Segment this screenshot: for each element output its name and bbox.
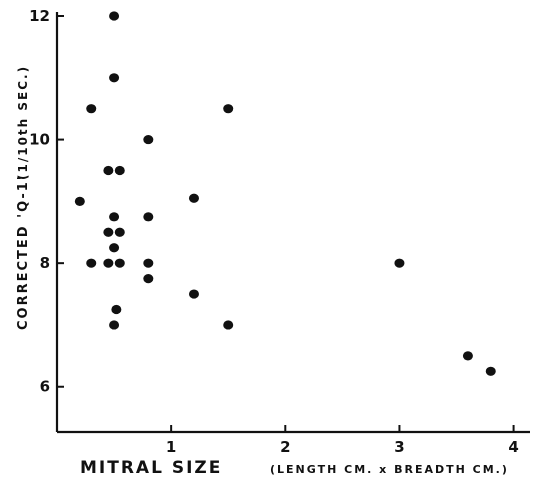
data-point bbox=[114, 165, 125, 176]
data-point bbox=[86, 258, 97, 268]
data-point bbox=[223, 104, 234, 114]
y-axis-title: CORRECTED 'Q-1' bbox=[16, 174, 31, 330]
y-tick-label: 6 bbox=[40, 378, 50, 396]
data-point bbox=[109, 73, 120, 83]
data-point bbox=[114, 227, 125, 237]
data-point bbox=[143, 274, 154, 284]
data-point bbox=[485, 366, 496, 376]
data-point bbox=[103, 165, 114, 176]
x-tick-label: 3 bbox=[394, 438, 404, 456]
x-axis-title: MITRAL SIZE bbox=[80, 458, 222, 478]
data-point bbox=[74, 196, 85, 206]
data-point bbox=[109, 11, 120, 21]
tick-marks bbox=[57, 15, 515, 432]
y-tick-label: 8 bbox=[40, 254, 50, 272]
data-point bbox=[188, 193, 199, 203]
data-point bbox=[109, 212, 120, 222]
data-point bbox=[462, 351, 473, 361]
data-point bbox=[188, 289, 199, 299]
data-points bbox=[74, 11, 496, 376]
x-tick-label: 4 bbox=[508, 438, 518, 456]
x-tick-label: 2 bbox=[280, 438, 290, 456]
data-point bbox=[143, 258, 154, 268]
data-point bbox=[114, 258, 125, 268]
data-point bbox=[394, 258, 405, 268]
data-point bbox=[223, 320, 234, 330]
data-point bbox=[86, 104, 97, 114]
data-point bbox=[103, 258, 114, 268]
data-point bbox=[103, 227, 114, 237]
y-tick-label: 12 bbox=[29, 7, 50, 25]
axes bbox=[55, 12, 530, 434]
data-point bbox=[143, 134, 154, 145]
data-point bbox=[109, 320, 120, 330]
y-axis-units: (1/10th SEC.) bbox=[16, 65, 30, 180]
data-point bbox=[143, 212, 154, 222]
data-point bbox=[109, 243, 120, 253]
data-point bbox=[111, 304, 122, 315]
y-tick-label: 10 bbox=[29, 131, 50, 149]
x-tick-label: 1 bbox=[166, 438, 176, 456]
x-axis-units: (LENGTH CM. x BREADTH CM.) bbox=[270, 463, 509, 476]
